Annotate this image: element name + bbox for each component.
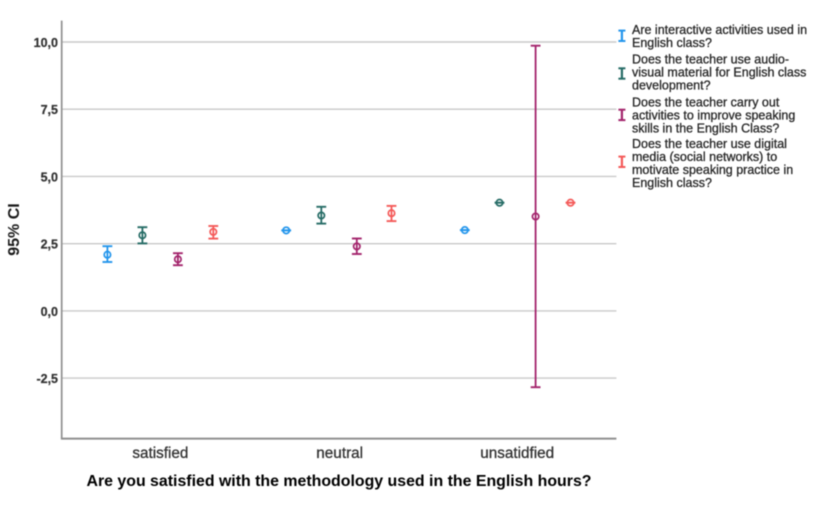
svg-text:0,0: 0,0 (41, 305, 58, 319)
svg-text:satisfied: satisfied (132, 445, 188, 462)
svg-text:development?: development? (632, 79, 711, 93)
svg-text:5,0: 5,0 (41, 170, 58, 184)
svg-text:Does the teacher use digital: Does the teacher use digital (632, 137, 787, 151)
svg-text:motivate speaking practice in: motivate speaking practice in (632, 163, 793, 177)
svg-text:neutral: neutral (316, 445, 363, 462)
svg-text:Are interactive activities use: Are interactive activities used in (632, 23, 807, 37)
svg-text:English class?: English class? (632, 36, 712, 50)
svg-text:Are you satisfied with the met: Are you satisfied with the methodology u… (86, 473, 591, 490)
svg-text:Does the teacher carry out: Does the teacher carry out (632, 96, 780, 110)
svg-text:unsatidfied: unsatidfied (480, 445, 554, 462)
svg-text:visual material for English cl: visual material for English class (632, 66, 806, 80)
svg-text:skills in the English Class?: skills in the English Class? (632, 122, 779, 136)
svg-text:activities to improve speaking: activities to improve speaking (632, 109, 795, 123)
svg-text:-2,5: -2,5 (36, 372, 58, 386)
svg-text:95% CI: 95% CI (6, 203, 23, 255)
svg-text:2,5: 2,5 (41, 238, 58, 252)
svg-text:Does the teacher use audio-: Does the teacher use audio- (632, 53, 789, 67)
svg-text:English class?: English class? (632, 176, 712, 190)
svg-text:7,5: 7,5 (41, 103, 58, 117)
svg-text:media (social networks) to: media (social networks) to (632, 150, 777, 164)
svg-text:10,0: 10,0 (34, 36, 58, 50)
